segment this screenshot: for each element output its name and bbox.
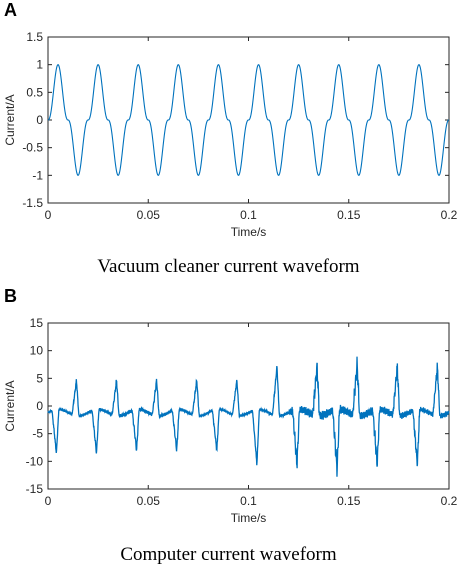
vacuum-series-line <box>47 64 450 176</box>
vacuum-x-axis-label: Time/s <box>231 225 267 239</box>
vacuum-ytick-label: 0.5 <box>26 85 43 99</box>
computer-xtick-label: 0.2 <box>441 494 457 508</box>
computer-ytick-label: -15 <box>26 482 44 496</box>
panel-b: B 0 0.05 0.1 0.15 0.2 15 10 5 0 -5 -10 -15 Time/s Cur… <box>0 286 457 572</box>
vacuum-xtick-label: 0.15 <box>337 208 361 222</box>
computer-xtick-label: 0 <box>45 494 52 508</box>
vacuum-ytick-label: -1.5 <box>22 196 43 210</box>
vacuum-xtick-label: 0.05 <box>137 208 161 222</box>
caption-b: Computer current waveform <box>120 544 337 565</box>
computer-ytick-label: 5 <box>36 371 43 385</box>
vacuum-ytick-label: 1.5 <box>26 30 43 44</box>
panel-a: A 0 0.05 0.1 0.15 0.2 1.5 1 0.5 0 -0.5 -1 -1.5 Time/… <box>3 0 457 277</box>
computer-ytick-label: -10 <box>26 454 44 468</box>
vacuum-y-axis-label: Current/A <box>3 94 17 145</box>
caption-a: Vacuum cleaner current waveform <box>97 256 360 277</box>
computer-xtick-label: 0.05 <box>137 494 161 508</box>
computer-ytick-label: 15 <box>30 316 44 330</box>
computer-ytick-label: -5 <box>32 427 43 441</box>
vacuum-ytick-label: -0.5 <box>22 141 43 155</box>
computer-ytick-label: 10 <box>30 344 44 358</box>
computer-chart: 0 0.05 0.1 0.15 0.2 15 10 5 0 -5 -10 -15 Time/s Curre… <box>3 316 457 525</box>
computer-xtick-label: 0.1 <box>240 494 257 508</box>
vacuum-xtick-label: 0.1 <box>240 208 257 222</box>
computer-y-axis-label: Current/A <box>3 380 17 431</box>
panel-letter-b: B <box>4 286 17 306</box>
computer-xtick-label: 0.15 <box>337 494 361 508</box>
vacuum-ytick-label: 1 <box>36 58 43 72</box>
vacuum-cleaner-chart: 0 0.05 0.1 0.15 0.2 1.5 1 0.5 0 -0.5 -1 -1.5 Time/s C… <box>3 30 457 239</box>
computer-x-axis-label: Time/s <box>231 511 267 525</box>
vacuum-xtick-label: 0 <box>45 208 52 222</box>
vacuum-ytick-label: -1 <box>32 168 43 182</box>
computer-ytick-label: 0 <box>36 399 43 413</box>
vacuum-ytick-label: 0 <box>36 113 43 127</box>
computer-plot-area <box>47 322 450 490</box>
vacuum-xtick-label: 0.2 <box>441 208 457 222</box>
computer-series-line <box>47 356 450 477</box>
panel-letter-a: A <box>4 0 17 20</box>
